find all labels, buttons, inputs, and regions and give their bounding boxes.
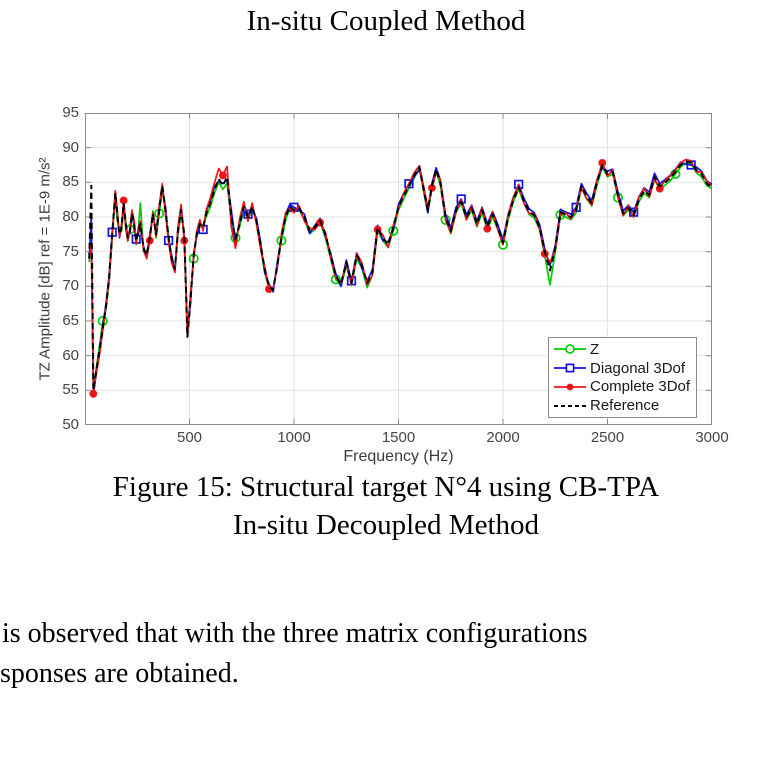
legend-marker [566, 383, 574, 391]
marker-square-open [404, 179, 414, 189]
y-tick-label: 50 [62, 416, 79, 433]
y-tick-label: 65 [62, 312, 79, 329]
y-tick-label: 55 [62, 381, 79, 399]
figure-caption-line2: In-situ Decoupled Method [232, 509, 540, 541]
x-tick-label: 1000 [277, 429, 311, 446]
legend-label: Complete 3Dof [590, 378, 691, 396]
y-tick-label: 85 [62, 173, 79, 191]
legend-label: Reference [590, 397, 660, 415]
plot-area [85, 113, 712, 425]
legend-sample-circle-open [554, 344, 586, 355]
legend-item-z: Z [553, 340, 692, 358]
legend-sample-square-open [554, 363, 586, 373]
y-tick-label: 80 [62, 208, 79, 225]
x-axis-title: Frequency (Hz) [343, 448, 454, 465]
legend-sample-dashed-line [554, 404, 586, 407]
legend-item-reference: Reference [553, 397, 692, 415]
y-tick-label: 90 [62, 138, 79, 156]
y-tick-label: 95 [62, 104, 79, 121]
marker-circle-filled [483, 224, 492, 233]
legend-marker [565, 344, 575, 355]
body-text-line2: sponses are obtained. [0, 658, 239, 689]
y-tick-label: 60 [62, 346, 79, 364]
body-text-line1: is observed that with the three matrix c… [2, 618, 588, 649]
legend-sample-circle-filled [554, 383, 586, 391]
x-tick-label: 500 [176, 429, 203, 446]
x-tick-label: 2000 [486, 429, 520, 446]
previous-figure-caption: In-situ Coupled Method [246, 5, 526, 37]
marker-square-open [571, 202, 581, 212]
legend-label: Z [590, 340, 600, 358]
x-tick-label: 2500 [590, 429, 625, 446]
x-tick-label: 1500 [381, 429, 416, 446]
marker-circle-filled [119, 196, 128, 205]
figure-caption-line1: Figure 15: Structural target N°4 using C… [112, 471, 660, 503]
marker-circle-filled [89, 389, 98, 398]
legend-marker [565, 363, 575, 373]
y-tick-label: 75 [62, 242, 79, 260]
legend-item-complete-3dof: Complete 3Dof [553, 378, 692, 396]
y-tick-label: 70 [62, 277, 79, 295]
series-line-reference [88, 160, 712, 392]
x-tick-label: 3000 [695, 429, 729, 446]
legend-label: Diagonal 3Dof [590, 359, 686, 377]
marker-circle-filled [219, 171, 227, 180]
legend: Z Diagonal 3Dof Complete 3Dof Reference [548, 337, 697, 418]
legend-item-diagonal-3dof: Diagonal 3Dof [553, 359, 692, 377]
x-axis-tick-labels: 500 1000 1500 2000 2500 3000 [85, 429, 729, 447]
y-axis-tick-labels: 50 55 60 65 70 75 80 85 90 95 [46, 104, 79, 433]
